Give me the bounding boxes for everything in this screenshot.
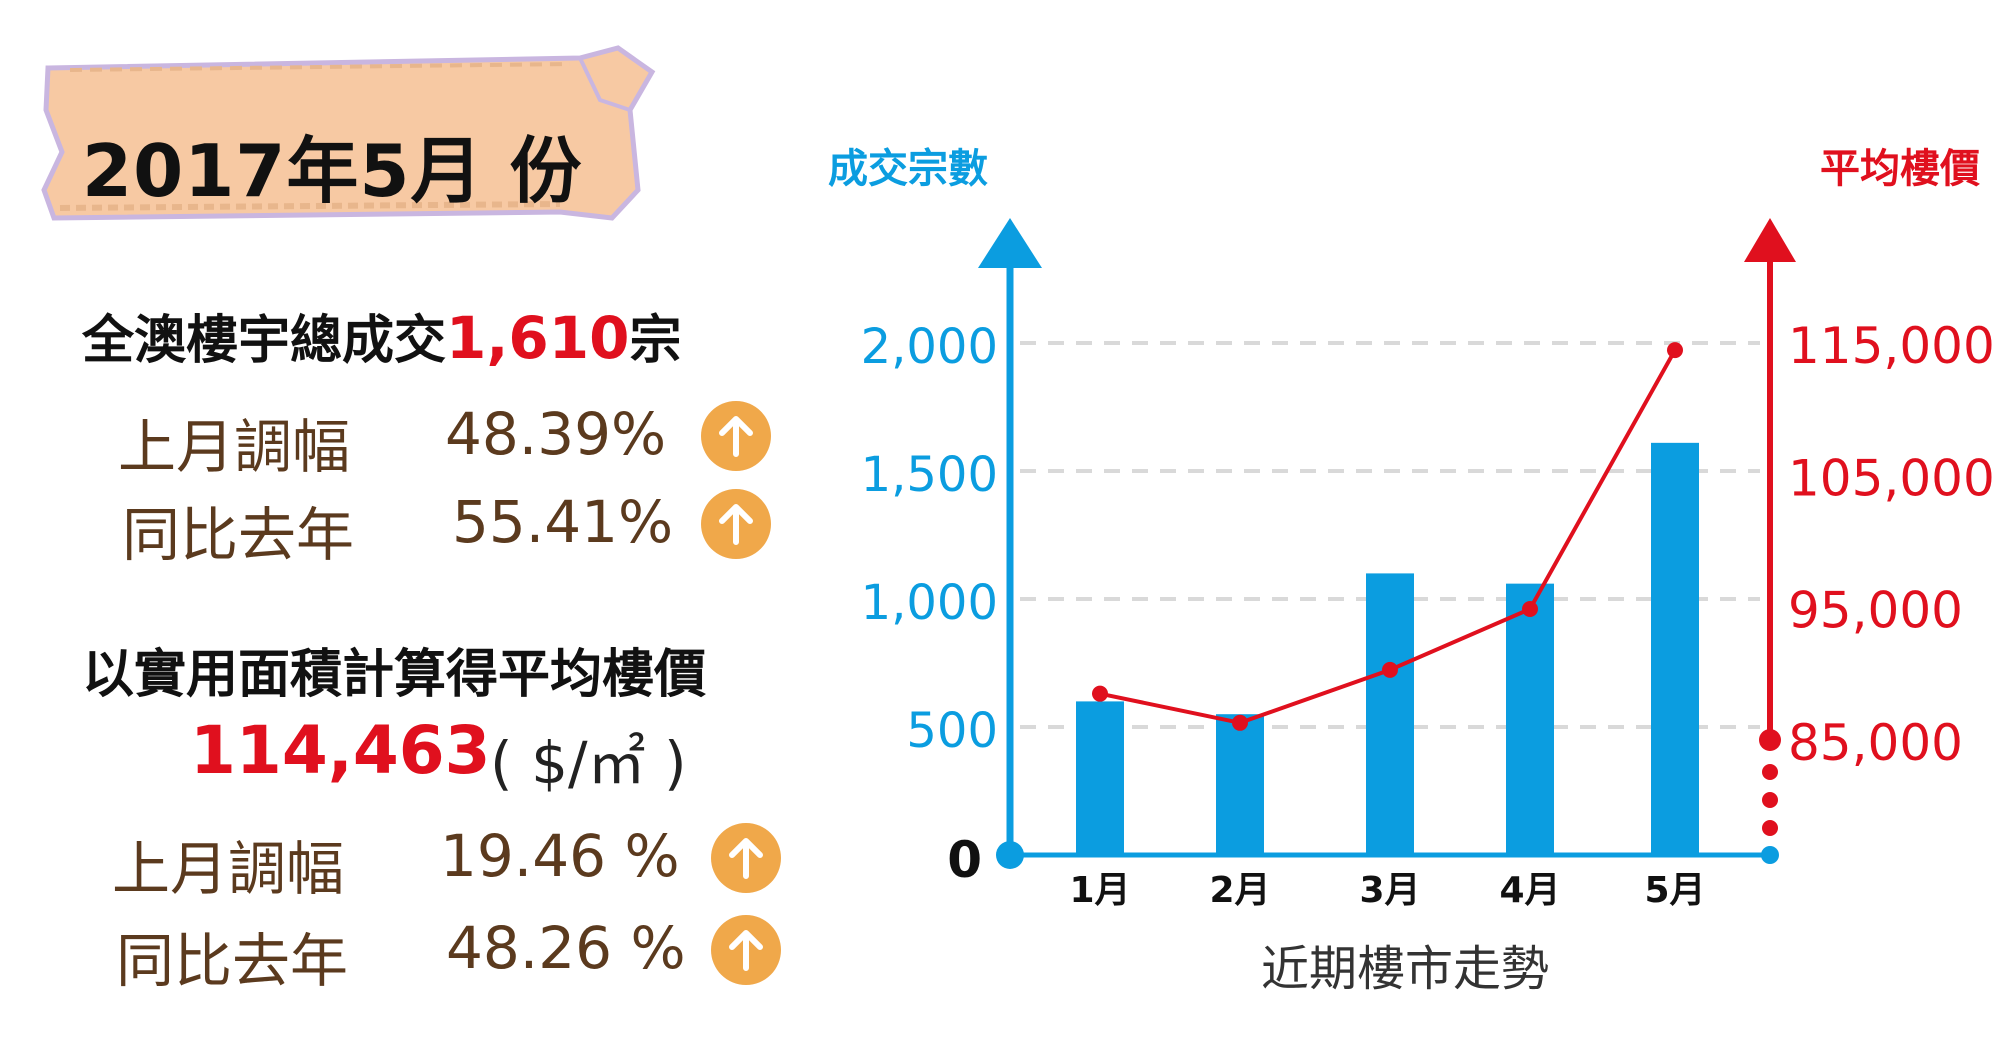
axis-break-dot: [1762, 764, 1778, 780]
category-label: 3月: [1359, 870, 1420, 911]
axis-break-dot: [1762, 792, 1778, 808]
left-tick-label: 2,000: [861, 319, 998, 375]
x-axis-end-dot: [1761, 846, 1779, 864]
price-point-3: [1382, 662, 1398, 678]
total-transactions-headline: 全澳樓宇總成交1,610宗: [82, 298, 682, 373]
right-tick-label: 105,000: [1788, 449, 1995, 507]
category-label: 4月: [1499, 870, 1560, 911]
price-value: 114,463: [190, 712, 491, 789]
total-mom-value: 48.39%: [445, 400, 666, 468]
price-point-2: [1232, 715, 1248, 731]
bar-2: [1216, 714, 1264, 855]
right-axis-arrow-icon: [1744, 218, 1796, 262]
left-axis-arrow-icon: [978, 218, 1042, 268]
bar-3: [1366, 573, 1414, 855]
price-mom-value: 19.46 %: [440, 822, 680, 890]
price-line-path: [1100, 350, 1675, 723]
origin-dot: [996, 841, 1024, 869]
grid-lines: [1020, 343, 1760, 727]
category-label: 5月: [1644, 870, 1705, 911]
bar-1: [1076, 701, 1124, 855]
price-line: [1092, 342, 1683, 731]
total-prefix: 全澳樓宇總成交: [82, 311, 446, 371]
up-arrow-icon: [710, 914, 782, 986]
price-point-1: [1092, 686, 1108, 702]
total-value: 1,610: [446, 304, 629, 372]
price-yoy-value: 48.26 %: [446, 914, 686, 982]
total-mom-label: 上月調幅: [118, 400, 350, 484]
left-tick-label: 1,000: [861, 575, 998, 631]
axis-labels: 成交宗數 平均樓價 0 500 1,000 1,500 2,000 85,000 95,000 1…: [828, 146, 1995, 997]
left-tick-label: 1,500: [861, 447, 998, 503]
left-tick-label: 500: [906, 703, 998, 759]
up-arrow-icon: [700, 400, 772, 472]
bars: [1076, 443, 1699, 855]
right-axis-dot: [1759, 729, 1781, 751]
price-point-4: [1522, 601, 1538, 617]
chart-caption: 近期樓市走勢: [1261, 941, 1549, 997]
right-axis-title: 平均樓價: [1820, 146, 1980, 192]
bar-5: [1651, 443, 1699, 855]
price-mom-label: 上月調幅: [112, 822, 344, 906]
right-tick-label: 95,000: [1788, 582, 1963, 640]
total-suffix: 宗: [629, 311, 681, 371]
total-yoy-label: 同比去年: [122, 488, 354, 572]
price-yoy-label: 同比去年: [116, 914, 348, 998]
price-unit: ( $/㎡ ): [490, 716, 687, 800]
price-heading: 以實用面積計算得平均樓價: [82, 632, 706, 707]
up-arrow-icon: [700, 488, 772, 560]
axis-break-dot: [1762, 820, 1778, 836]
axes: [978, 218, 1796, 869]
up-arrow-icon: [710, 822, 782, 894]
total-yoy-value: 55.41%: [452, 488, 673, 556]
right-tick-label: 85,000: [1788, 714, 1963, 772]
left-tick-label: 0: [947, 831, 982, 889]
category-label: 2月: [1209, 870, 1270, 911]
category-label: 1月: [1069, 870, 1130, 911]
page-title: 2017年5月 份: [82, 112, 583, 217]
price-point-5: [1667, 342, 1683, 358]
bar-4: [1506, 584, 1554, 855]
right-tick-label: 115,000: [1788, 317, 1995, 375]
left-axis-title: 成交宗數: [828, 146, 988, 192]
